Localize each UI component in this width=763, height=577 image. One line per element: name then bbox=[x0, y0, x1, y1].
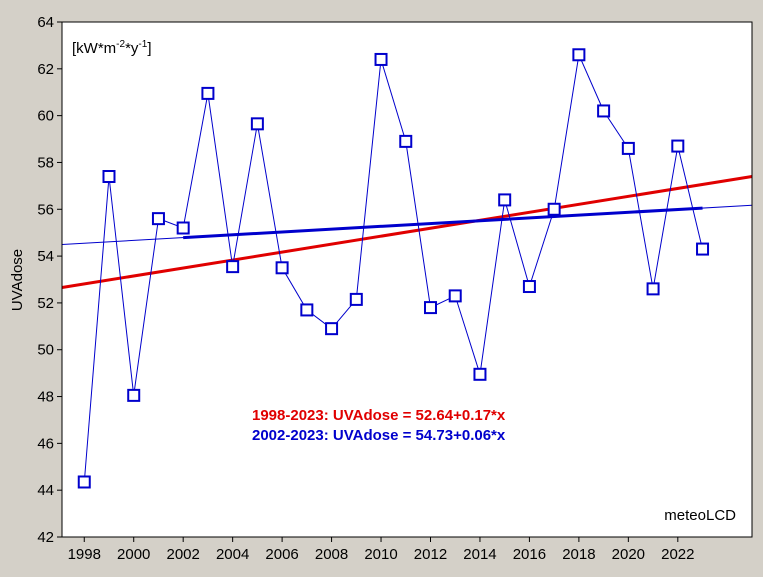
data-point-2002 bbox=[176, 221, 190, 235]
x-tick-label-1998: 1998 bbox=[68, 546, 101, 563]
y-tick-label-48: 48 bbox=[37, 389, 54, 406]
y-tick-label-52: 52 bbox=[37, 295, 54, 312]
data-point-2013 bbox=[448, 289, 462, 303]
data-point-2008 bbox=[325, 322, 339, 336]
data-point-2019 bbox=[597, 104, 611, 118]
y-tick-label-60: 60 bbox=[37, 108, 54, 125]
watermark: meteoLCD bbox=[664, 507, 736, 524]
unit-exp-2: -1 bbox=[138, 39, 147, 50]
data-point-2006 bbox=[275, 261, 289, 275]
x-tick-label-2016: 2016 bbox=[513, 546, 546, 563]
data-point-1998 bbox=[77, 475, 91, 489]
data-point-2005 bbox=[250, 117, 264, 131]
data-point-2015 bbox=[498, 193, 512, 207]
data-point-2009 bbox=[349, 292, 363, 306]
x-tick-label-2002: 2002 bbox=[166, 546, 199, 563]
unit-tail: ] bbox=[147, 40, 151, 57]
y-axis-label: UVAdose bbox=[9, 249, 26, 311]
x-tick-label-2020: 2020 bbox=[612, 546, 645, 563]
data-point-2004 bbox=[226, 260, 240, 274]
unit-mid: *y bbox=[125, 40, 139, 57]
data-point-2023 bbox=[696, 242, 710, 256]
x-tick-label-2014: 2014 bbox=[463, 546, 496, 563]
data-point-2011 bbox=[399, 134, 413, 148]
x-tick-label-2018: 2018 bbox=[562, 546, 595, 563]
x-tick-label-2008: 2008 bbox=[315, 546, 348, 563]
y-tick-label-50: 50 bbox=[37, 342, 54, 359]
unit-base: [kW*m bbox=[72, 40, 116, 57]
y-tick-label-62: 62 bbox=[37, 61, 54, 78]
x-tick-label-2000: 2000 bbox=[117, 546, 150, 563]
data-point-2001 bbox=[151, 212, 165, 226]
series-line bbox=[83, 53, 703, 483]
y-tick-label-64: 64 bbox=[37, 14, 54, 31]
data-point-2014 bbox=[473, 367, 487, 381]
unit-annotation: [kW*m-2*y-1] bbox=[72, 39, 152, 57]
data-point-2017 bbox=[547, 202, 561, 216]
plot-area bbox=[62, 22, 752, 537]
data-point-2007 bbox=[300, 303, 314, 317]
series-layer bbox=[77, 48, 710, 489]
trend-label-1998-2023: 1998-2023: UVAdose = 52.64+0.17*x bbox=[252, 407, 506, 424]
trendline-2002-2023 bbox=[183, 206, 703, 240]
data-point-2012 bbox=[423, 301, 437, 315]
trend-label-2002-2023: 2002-2023: UVAdose = 54.73+0.06*x bbox=[252, 427, 506, 444]
y-tick-label-56: 56 bbox=[37, 201, 54, 218]
y-tick-label-58: 58 bbox=[37, 154, 54, 171]
data-point-2022 bbox=[671, 139, 685, 153]
data-point-2000 bbox=[127, 388, 141, 402]
x-tick-label-2010: 2010 bbox=[364, 546, 397, 563]
unit-exp-1: -2 bbox=[116, 39, 125, 50]
plot-frame bbox=[61, 21, 753, 538]
x-tick-label-2004: 2004 bbox=[216, 546, 249, 563]
data-point-2010 bbox=[374, 52, 388, 66]
data-point-1999 bbox=[102, 170, 116, 183]
y-tick-label-42: 42 bbox=[37, 529, 54, 546]
data-point-2021 bbox=[646, 282, 660, 296]
data-point-2003 bbox=[201, 86, 215, 100]
data-point-2018 bbox=[572, 48, 586, 62]
data-point-2020 bbox=[621, 141, 635, 155]
y-tick-label-46: 46 bbox=[37, 435, 54, 452]
x-tick-label-2006: 2006 bbox=[265, 546, 298, 563]
x-tick-label-2012: 2012 bbox=[414, 546, 447, 563]
axes: 42 44 46 48 50 52 54 56 58 60 62 64 1998 2000 2002 2004… bbox=[37, 14, 694, 563]
data-point-2016 bbox=[522, 280, 536, 294]
x-tick-label-2022: 2022 bbox=[661, 546, 694, 563]
y-tick-label-44: 44 bbox=[37, 482, 54, 499]
y-tick-label-54: 54 bbox=[37, 248, 54, 265]
